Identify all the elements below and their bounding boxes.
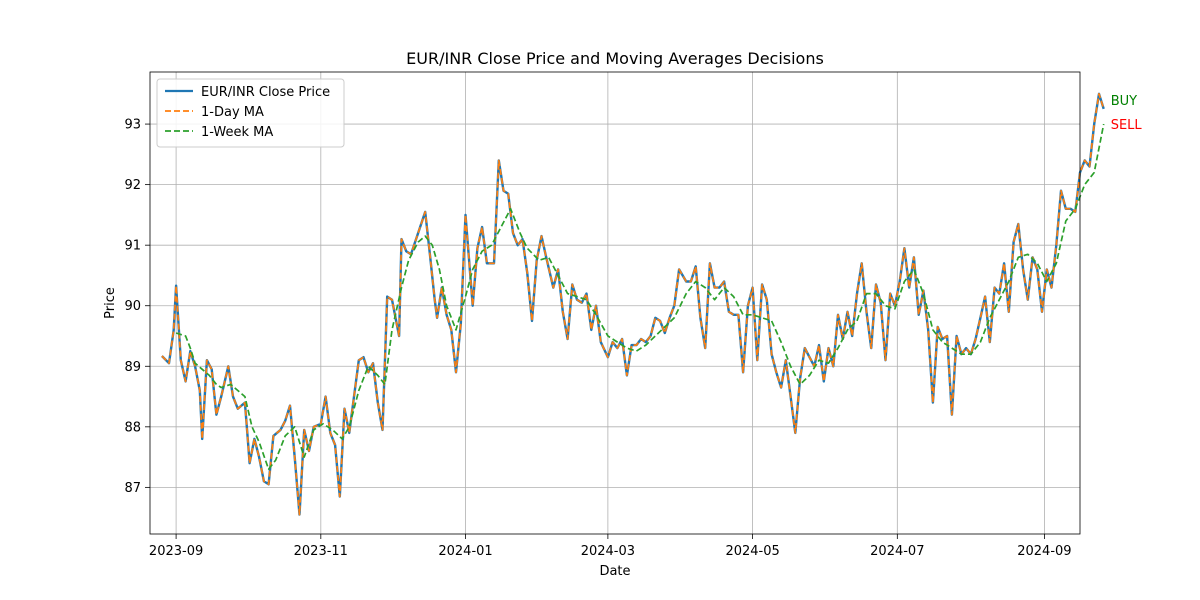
x-tick-label: 2023-11	[294, 544, 348, 559]
y-tick-label: 90	[124, 299, 141, 314]
series-1-week-ma-line	[175, 123, 1105, 471]
y-tick-label: 88	[124, 420, 141, 435]
x-tick-label: 2024-09	[1017, 544, 1071, 559]
plot-frame	[149, 71, 1081, 535]
annotation-buy: BUY	[1111, 94, 1137, 109]
y-tick-label: 92	[124, 178, 141, 193]
chart-title: EUR/INR Close Price and Moving Averages …	[406, 49, 824, 68]
y-tick-label: 91	[124, 239, 141, 254]
y-tick-label: 87	[124, 481, 141, 496]
x-tick-label: 2024-01	[438, 544, 492, 559]
x-ticks: 2023-09 2023-11 2024-01 2024-03 2024-05 2024-…	[149, 534, 1072, 559]
series-1-day-ma-line	[161, 92, 1105, 516]
y-tick-label: 89	[124, 360, 141, 375]
series-layer	[161, 92, 1105, 516]
x-tick-label: 2023-09	[149, 544, 203, 559]
x-tick-label: 2024-03	[581, 544, 635, 559]
x-axis-label: Date	[599, 564, 630, 579]
annotation-sell: SELL	[1111, 118, 1143, 133]
legend-label-close: EUR/INR Close Price	[201, 85, 330, 100]
legend-box	[156, 78, 345, 148]
y-tick-label: 93	[124, 118, 141, 133]
annotations: BUY SELL	[1111, 94, 1143, 133]
legend-label-1week: 1-Week MA	[201, 125, 273, 140]
x-tick-label: 2024-07	[870, 544, 924, 559]
legend-label-1day: 1-Day MA	[201, 105, 264, 120]
y-axis-label: Price	[103, 287, 118, 319]
x-tick-label: 2024-05	[725, 544, 779, 559]
legend: EUR/INR Close Price 1-Day MA 1-Week MA	[156, 78, 345, 148]
y-ticks: 87 88 89 90 91 92 93	[124, 118, 150, 496]
